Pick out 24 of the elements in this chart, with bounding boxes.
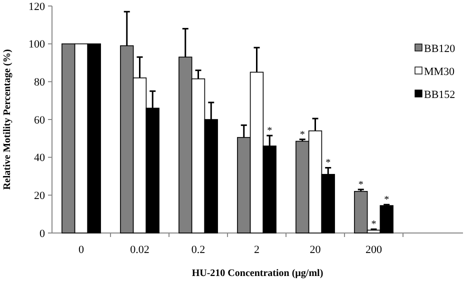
data-label: *	[358, 179, 364, 190]
data-label: *	[326, 158, 331, 169]
data-label: *	[267, 126, 272, 137]
legend-label: BB152	[424, 88, 456, 101]
y-axis-title: Relative Motility Percentage (%)	[2, 49, 13, 190]
y-tick-label: 120	[28, 0, 46, 13]
x-axis-title: HU-210 Concentration (µg/ml)	[192, 268, 324, 279]
x-tick-label: 0	[78, 244, 84, 256]
x-tick-label: 0.2	[191, 244, 206, 256]
data-label: *	[300, 129, 305, 140]
data-label: *	[371, 219, 376, 230]
data-label: *	[384, 194, 390, 206]
x-tick-label: 2	[254, 244, 260, 256]
legend-label: MM30	[424, 66, 456, 78]
y-tick-label: 40	[34, 152, 46, 164]
y-tick-label: 60	[34, 114, 46, 126]
x-tick-label: 200	[366, 244, 382, 256]
y-tick-label: 0	[40, 228, 46, 240]
y-tick-label: 20	[34, 190, 46, 202]
y-tick-label: 100	[28, 38, 46, 51]
x-tick-label: 20	[310, 244, 322, 256]
y-tick-label: 80	[34, 76, 46, 89]
legend-label: BB120	[424, 42, 456, 55]
x-tick-label: 0.02	[130, 244, 150, 256]
